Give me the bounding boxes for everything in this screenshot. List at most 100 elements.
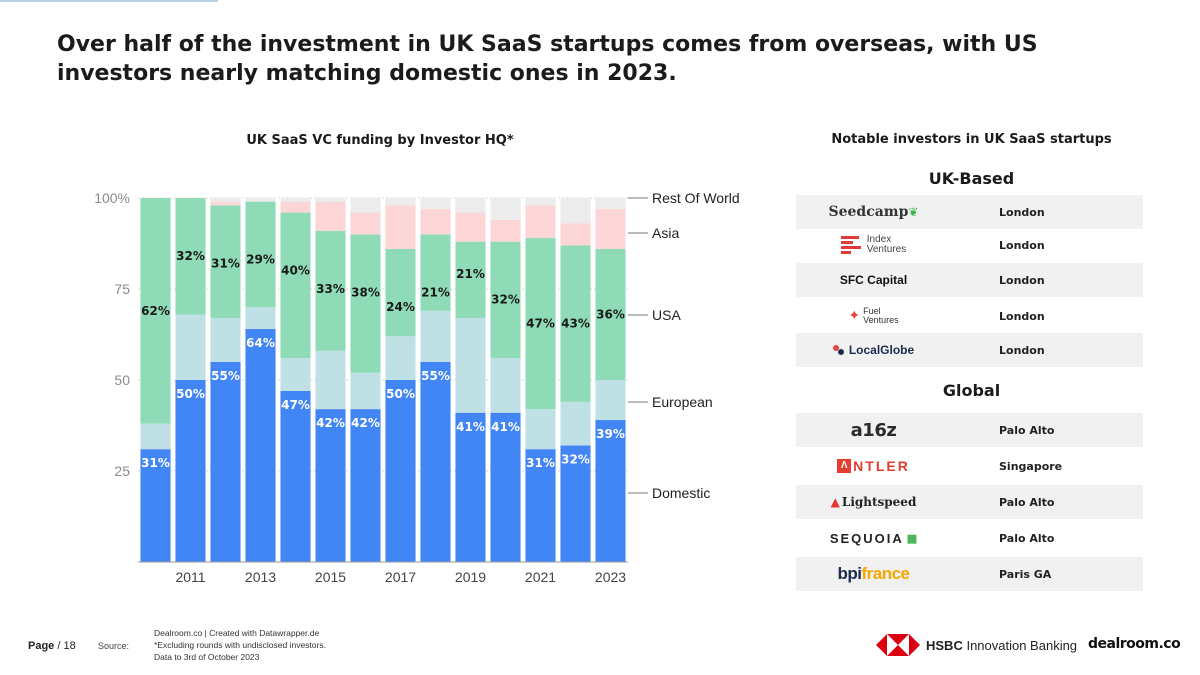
bar-segment-european: [455, 318, 486, 413]
bar-segment-usa: [455, 241, 486, 319]
bar-segment-asia: [350, 212, 381, 235]
source-line-3: Data to 3rd of October 2023: [154, 652, 260, 662]
bar-segment-rest-of-world: [525, 198, 556, 206]
antler-logo: Λ NTLER: [796, 458, 951, 474]
localglobe-wordmark: LocalGlobe: [848, 343, 915, 357]
bar-segment-european: [280, 358, 311, 391]
usa-data-label: 32%: [491, 293, 520, 307]
investor-city: London: [999, 273, 1045, 287]
bar-segment-domestic: [490, 412, 521, 562]
chart-title: UK SaaS VC funding by Investor HQ*: [246, 133, 514, 148]
bar-segment-usa: [385, 248, 416, 337]
investor-city: Singapore: [999, 459, 1063, 473]
bar-segment-european: [210, 318, 241, 362]
usa-data-label: 40%: [281, 264, 310, 278]
domestic-data-label: 31%: [141, 456, 170, 470]
seedcamp-logo: Seedcamp ❦: [796, 204, 951, 220]
usa-data-label: 38%: [351, 285, 380, 299]
x-tick-label: 2019: [455, 569, 486, 585]
y-tick-label: 25: [114, 463, 130, 479]
lightspeed-logo: ▲ Lightspeed: [796, 495, 951, 509]
x-tick-label: 2023: [595, 569, 626, 585]
usa-data-label: 62%: [141, 304, 170, 318]
bar-segment-asia: [315, 201, 346, 231]
hsbc-name: HSBC: [926, 637, 963, 653]
lightspeed-flame-icon: ▲: [830, 495, 840, 509]
bar-segment-domestic: [420, 361, 451, 562]
fuel-name-line2: Ventures: [863, 315, 899, 325]
bar-segment-asia: [420, 208, 451, 235]
x-tick-label: 2011: [175, 569, 205, 585]
bar-segment-asia: [280, 201, 311, 213]
seedcamp-wordmark: Seedcamp: [828, 204, 909, 220]
domestic-data-label: 39%: [596, 427, 625, 441]
bar-segment-domestic: [385, 380, 416, 562]
bar-segment-european: [350, 372, 381, 410]
domestic-data-label: 41%: [456, 420, 485, 434]
investor-row-a16z: a16z Palo Alto: [796, 413, 1143, 447]
y-tick-label: 75: [114, 281, 130, 297]
legend-label-asia: Asia: [652, 225, 679, 241]
investor-city: Palo Alto: [999, 423, 1055, 437]
domestic-data-label: 42%: [316, 416, 345, 430]
investor-row-sequoia: SEQUOIA ▦ Palo Alto: [796, 521, 1143, 555]
bar-segment-usa: [420, 234, 451, 311]
usa-data-label: 31%: [211, 256, 240, 270]
bar-segment-rest-of-world: [420, 198, 451, 209]
bar-segment-european: [420, 310, 451, 362]
x-tick-label: 2021: [525, 569, 556, 585]
antler-wordmark: NTLER: [853, 458, 910, 474]
bar-segment-asia: [560, 223, 591, 246]
domestic-data-label: 50%: [176, 387, 205, 401]
usa-data-label: 21%: [421, 285, 450, 299]
bar-segment-rest-of-world: [315, 198, 346, 202]
investor-row-fuel-ventures: ✦ Fuel Ventures London: [796, 299, 1143, 333]
index-ventures-logo: Index Ventures: [796, 235, 951, 255]
bar-segment-asia: [385, 205, 416, 249]
investor-row-index-ventures: Index Ventures London: [796, 228, 1143, 262]
legend-label-usa: USA: [652, 307, 681, 323]
bar-segment-domestic: [525, 449, 556, 562]
sfc-wordmark: SFC Capital: [839, 273, 908, 287]
bar-segment-asia: [455, 212, 486, 242]
bar-segment-rest-of-world: [455, 198, 486, 213]
page-number: Page / 18: [28, 640, 76, 652]
investor-row-bpifrance: bpifrance Paris GA: [796, 557, 1143, 591]
bar-segment-asia: [210, 201, 241, 206]
a16z-logo: a16z: [796, 420, 951, 441]
domestic-data-label: 50%: [386, 387, 415, 401]
usa-data-label: 36%: [596, 307, 625, 321]
usa-data-label: 29%: [246, 253, 275, 267]
bar-segment-european: [560, 401, 591, 446]
source-line-2: *Excluding rounds with undisclosed inves…: [154, 640, 326, 650]
leaf-icon: ❦: [908, 205, 919, 219]
bar-segment-usa: [315, 230, 346, 351]
bar-segment-european: [140, 423, 171, 450]
domestic-data-label: 42%: [351, 416, 380, 430]
investor-city: London: [999, 238, 1045, 252]
dealroom-logo: dealroom.co: [1088, 636, 1181, 652]
investor-row-lightspeed: ▲ Lightspeed Palo Alto: [796, 485, 1143, 519]
fuel-mark-icon: ✦: [848, 308, 861, 324]
page-headline: Over half of the investment in UK SaaS s…: [57, 32, 1038, 86]
bar-segment-european: [385, 336, 416, 380]
domestic-data-label: 64%: [246, 336, 275, 350]
antler-a-icon: Λ: [837, 459, 852, 473]
bar-segment-rest-of-world: [385, 198, 416, 206]
localglobe-dots-icon: [832, 345, 845, 355]
sequoia-tree-icon: ▦: [906, 532, 918, 545]
bar-segment-domestic: [175, 380, 206, 562]
usa-data-label: 21%: [456, 267, 485, 281]
investor-city: Palo Alto: [999, 531, 1055, 545]
lightspeed-wordmark: Lightspeed: [841, 495, 917, 509]
bar-segment-rest-of-world: [595, 198, 626, 209]
domestic-data-label: 55%: [211, 369, 240, 383]
bar-segment-european: [315, 350, 346, 410]
domestic-data-label: 31%: [526, 456, 555, 470]
usa-data-label: 47%: [526, 317, 555, 331]
bar-segment-european: [245, 307, 276, 330]
domestic-data-label: 55%: [421, 369, 450, 383]
bar-segment-domestic: [140, 449, 171, 562]
bar-segment-usa: [490, 241, 521, 359]
bar-segment-asia: [490, 219, 521, 242]
